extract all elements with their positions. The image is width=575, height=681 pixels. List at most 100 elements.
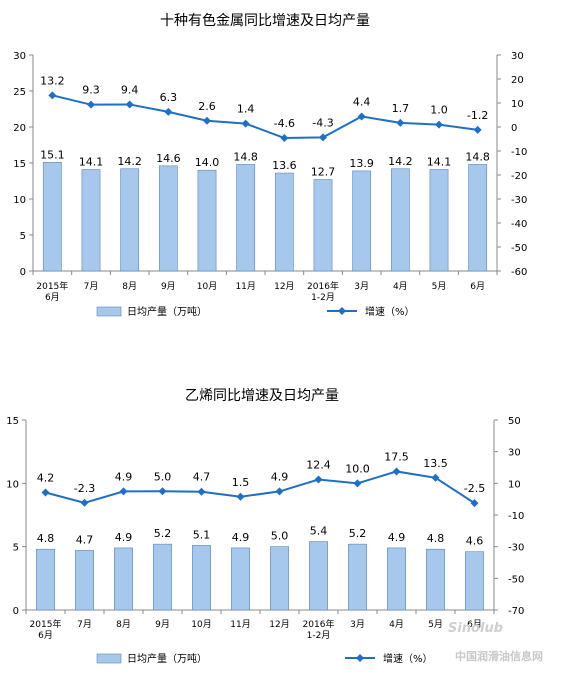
line-point-marker — [357, 112, 366, 121]
line-point-marker — [203, 116, 211, 125]
line-data-label: 17.5 — [384, 450, 409, 463]
right-tick-label: -20 — [511, 171, 527, 182]
x-tick-label: 1-2月 — [307, 630, 331, 641]
bar-data-label: 14.2 — [117, 155, 142, 168]
bar — [192, 545, 211, 611]
bar-data-label: 5.0 — [271, 530, 289, 543]
bar-data-label: 14.0 — [195, 156, 220, 169]
line-data-label: 2.6 — [198, 100, 216, 113]
x-tick-label: 2016年 — [307, 280, 339, 292]
line-point-marker — [431, 473, 440, 482]
bar — [114, 547, 133, 611]
line-point-marker — [473, 125, 482, 134]
left-tick-label: 10 — [6, 479, 19, 490]
line-point-marker — [470, 499, 479, 508]
watermark: Sinolub 中国润滑油信息网 — [448, 621, 543, 663]
bar — [468, 164, 488, 272]
growth-line — [52, 94, 478, 140]
line-data-label: 10.0 — [345, 462, 370, 475]
left-tick-label: 15 — [6, 416, 19, 427]
right-tick-label: 20 — [511, 75, 524, 86]
bar-data-label: 4.7 — [76, 533, 94, 546]
bar — [81, 169, 101, 272]
x-tick-label: 2016年 — [303, 618, 335, 630]
bar — [348, 543, 367, 611]
right-tick-label: -60 — [511, 267, 527, 278]
line-data-label: 6.3 — [160, 91, 178, 104]
x-tick-label: 12月 — [269, 619, 289, 630]
x-tick-label: 3月 — [350, 619, 365, 630]
x-tick-label: 6月 — [45, 292, 60, 303]
left-tick-label: 5 — [13, 543, 19, 554]
line-data-label: 1.7 — [392, 102, 410, 115]
legend-bar-swatch — [96, 306, 122, 317]
line-point-marker — [275, 487, 284, 496]
line-point-marker — [236, 492, 245, 501]
right-tick-label: 30 — [508, 448, 521, 459]
x-tick-label: 8月 — [116, 619, 131, 630]
x-tick-label: 9月 — [161, 281, 176, 292]
left-tick-label: 15 — [13, 159, 26, 170]
left-tick-label: 25 — [13, 87, 26, 98]
x-tick-label: 7月 — [77, 619, 92, 630]
line-point-marker — [158, 487, 167, 496]
legend-line-marker — [338, 307, 346, 315]
x-tick-label: 5月 — [432, 281, 447, 292]
bar — [387, 547, 406, 611]
legend-line-marker — [356, 654, 364, 662]
x-tick-label: 11月 — [235, 281, 255, 292]
line-point-marker — [353, 479, 362, 488]
legend-line-label: 增速（%） — [365, 305, 415, 318]
line-data-label: 4.4 — [353, 95, 371, 108]
line-data-label: 4.9 — [271, 470, 289, 483]
line-data-label: -4.3 — [312, 116, 333, 129]
legend-bar-swatch — [96, 653, 122, 664]
legend-bar-label: 日均产量（万吨） — [127, 652, 207, 665]
bar-data-label: 5.4 — [310, 525, 328, 538]
right-tick-label: 10 — [511, 99, 524, 110]
x-tick-label: 4月 — [389, 619, 404, 630]
bar-data-label: 4.6 — [466, 535, 484, 548]
bar-data-label: 5.1 — [193, 528, 211, 541]
bar — [274, 172, 294, 272]
right-tick-label: -50 — [508, 574, 524, 585]
line-point-marker — [241, 119, 250, 128]
bar-data-label: 14.1 — [79, 155, 104, 168]
bar-data-label: 5.2 — [154, 527, 172, 540]
line-point-marker — [197, 487, 206, 496]
line-point-marker — [280, 134, 289, 143]
bar — [36, 548, 55, 611]
line-data-label: 13.5 — [423, 457, 448, 470]
line-data-label: -4.6 — [274, 117, 295, 130]
line-data-label: -1.2 — [467, 109, 488, 122]
line-point-marker — [48, 91, 57, 100]
bar — [197, 169, 217, 272]
bar-data-label: 12.7 — [311, 166, 336, 179]
right-tick-label: -70 — [508, 606, 524, 617]
right-tick-label: 0 — [511, 123, 517, 134]
bar — [390, 168, 410, 272]
line-data-label: 4.7 — [193, 471, 211, 484]
x-tick-label: 11月 — [230, 619, 250, 630]
legend-bar-label: 日均产量（万吨） — [127, 305, 207, 318]
right-tick-label: -10 — [508, 511, 524, 522]
left-tick-label: 0 — [13, 606, 19, 617]
bar — [465, 551, 484, 611]
left-tick-label: 30 — [13, 51, 26, 62]
bar — [75, 550, 94, 611]
line-data-label: 4.2 — [37, 472, 55, 485]
chart-title: 十种有色金属同比增速及日均产量 — [160, 12, 370, 29]
left-tick-label: 5 — [20, 231, 26, 242]
x-tick-label: 2015年 — [36, 280, 68, 292]
right-tick-label: -10 — [511, 147, 527, 158]
x-tick-label: 6月 — [467, 619, 482, 630]
bar-data-label: 5.2 — [349, 527, 367, 540]
right-tick-label: -30 — [511, 195, 527, 206]
watermark-logo: Sinolub — [448, 621, 503, 636]
line-point-marker — [41, 488, 50, 497]
line-data-label: 9.4 — [121, 83, 139, 96]
line-data-label: 1.4 — [237, 103, 255, 116]
line-data-label: 9.3 — [82, 84, 100, 97]
right-tick-label: -30 — [508, 543, 524, 554]
